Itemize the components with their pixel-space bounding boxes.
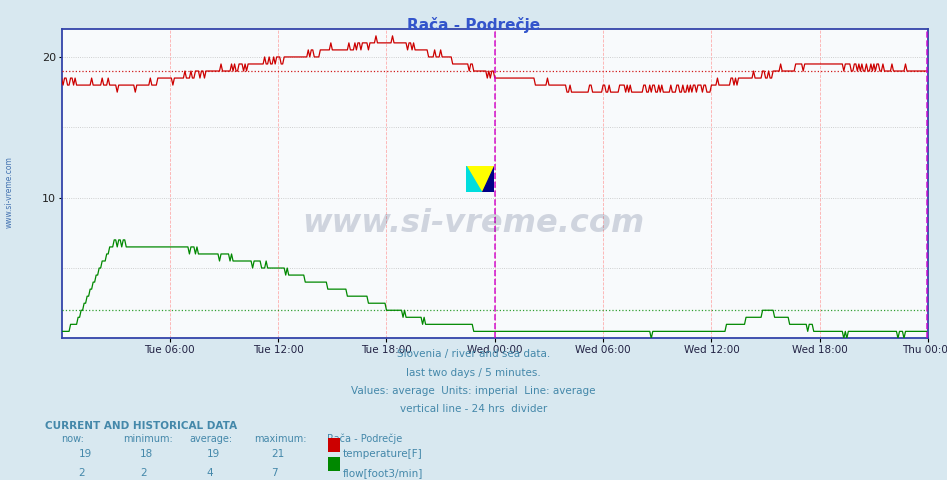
Text: 18: 18 — [140, 449, 153, 459]
Text: Values: average  Units: imperial  Line: average: Values: average Units: imperial Line: av… — [351, 386, 596, 396]
Text: 19: 19 — [206, 449, 220, 459]
Text: 4: 4 — [206, 468, 213, 479]
Text: average:: average: — [189, 434, 233, 444]
Text: 7: 7 — [271, 468, 277, 479]
Text: CURRENT AND HISTORICAL DATA: CURRENT AND HISTORICAL DATA — [45, 421, 238, 431]
Text: last two days / 5 minutes.: last two days / 5 minutes. — [406, 368, 541, 378]
Text: temperature[F]: temperature[F] — [343, 449, 422, 459]
Text: flow[foot3/min]: flow[foot3/min] — [343, 468, 423, 479]
Text: 19: 19 — [79, 449, 92, 459]
Text: 21: 21 — [271, 449, 284, 459]
Text: www.si-vreme.com: www.si-vreme.com — [5, 156, 14, 228]
Text: vertical line - 24 hrs  divider: vertical line - 24 hrs divider — [400, 404, 547, 414]
Text: maximum:: maximum: — [254, 434, 306, 444]
Text: Rača - Podrečje: Rača - Podrečje — [407, 17, 540, 33]
Text: Slovenia / river and sea data.: Slovenia / river and sea data. — [397, 349, 550, 360]
Text: 2: 2 — [79, 468, 85, 479]
Text: 2: 2 — [140, 468, 147, 479]
Text: www.si-vreme.com: www.si-vreme.com — [302, 208, 645, 239]
Polygon shape — [481, 166, 494, 192]
Text: Rača - Podrečje: Rača - Podrečje — [327, 434, 402, 444]
Polygon shape — [466, 166, 481, 192]
Text: now:: now: — [62, 434, 84, 444]
Text: minimum:: minimum: — [123, 434, 173, 444]
